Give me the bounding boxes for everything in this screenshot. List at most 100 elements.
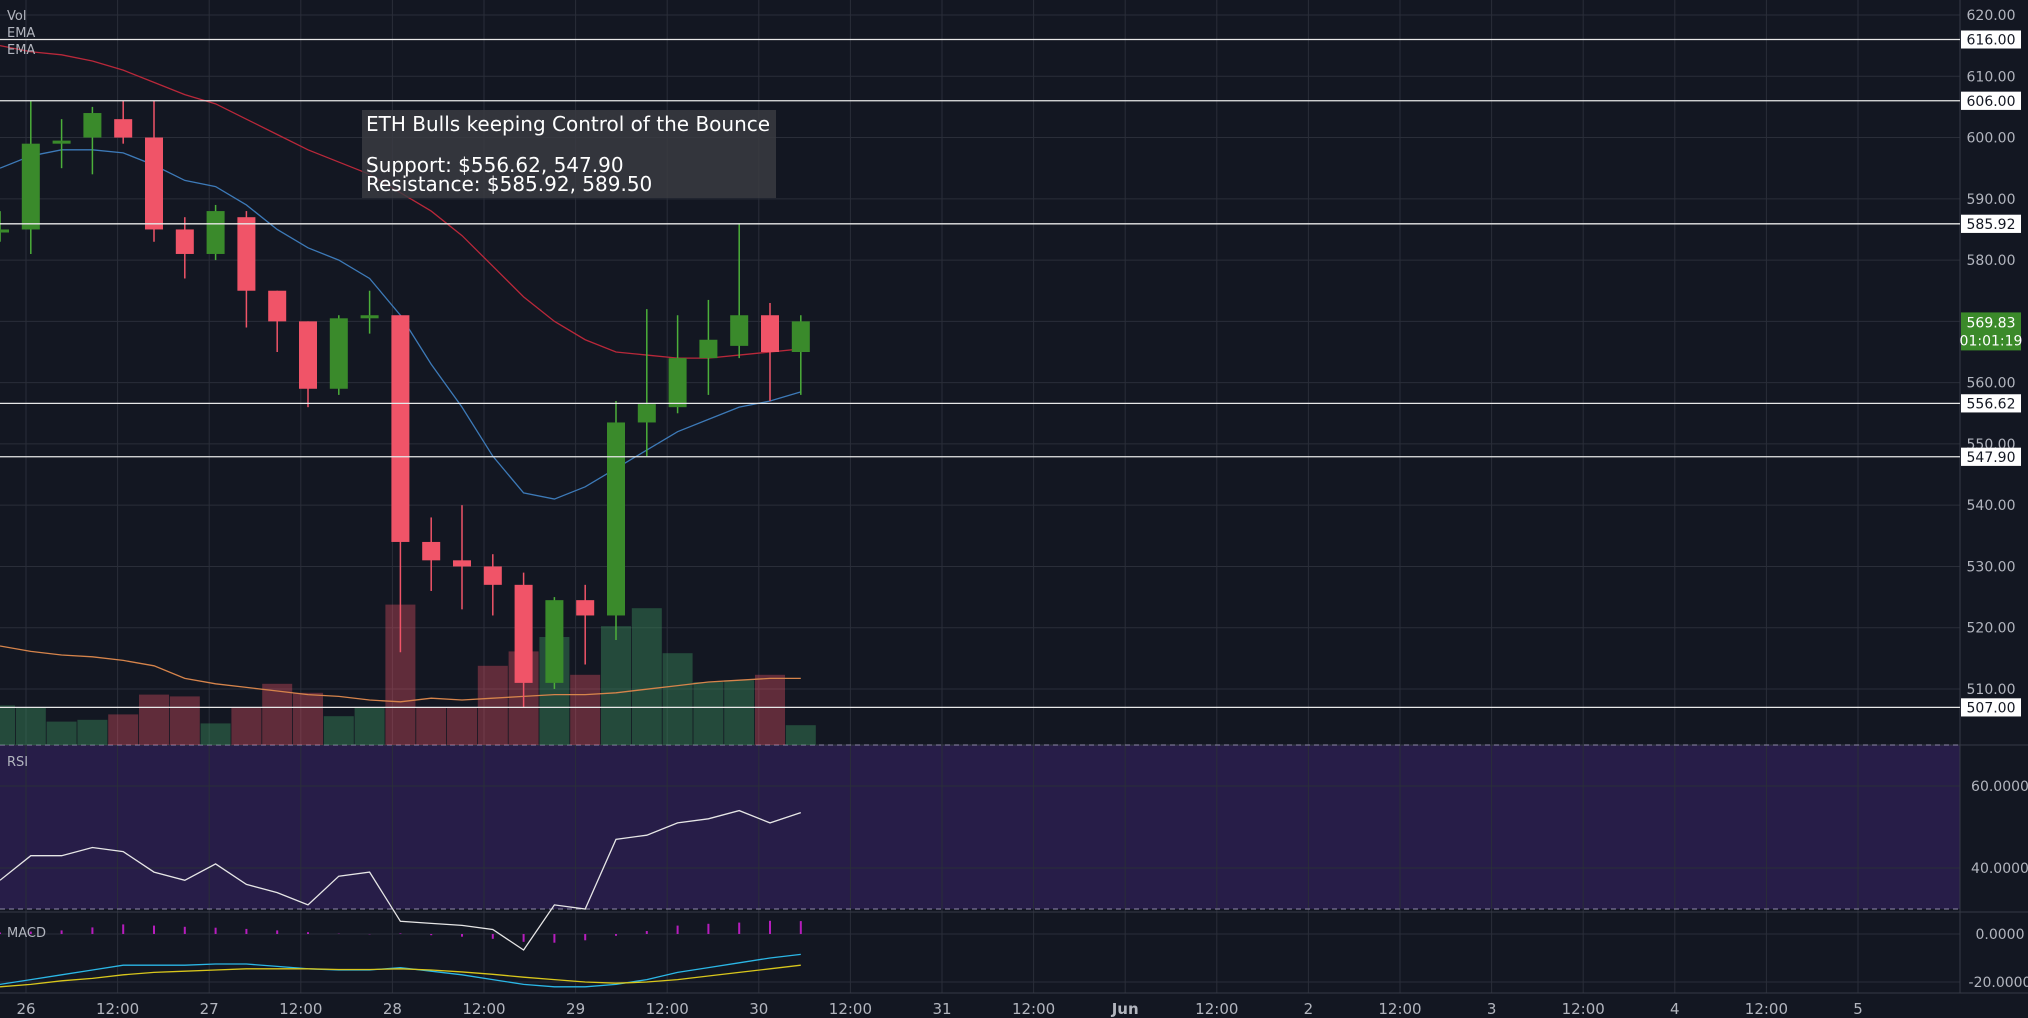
level-price-label: 606.00 [1967, 94, 2016, 110]
price-tick-label: 510.00 [1967, 682, 2016, 698]
price-tick-label: 620.00 [1967, 8, 2016, 24]
macd-histogram-bar [522, 934, 525, 942]
candle-body [175, 229, 194, 254]
time-tick-label: 12:00 [1195, 1000, 1238, 1018]
macd-signal-line [0, 964, 801, 988]
volume-bar [262, 683, 293, 745]
volume-bar [755, 674, 785, 745]
annotation-title: ETH Bulls keeping Control of the Bounce [366, 112, 771, 136]
annotation-resistance: Resistance: $585.92, 589.50 [366, 172, 653, 196]
last-price-value: 569.83 [1967, 315, 2016, 331]
volume-bar [139, 694, 169, 745]
time-tick-label: 5 [1853, 1000, 1863, 1018]
rsi-tick-label: 40.0000 [1971, 861, 2028, 877]
time-tick-label: 12:00 [96, 1000, 139, 1018]
time-tick-label: 30 [749, 1000, 768, 1018]
level-price-label: 585.92 [1967, 217, 2016, 233]
macd-histogram-bar [769, 920, 771, 934]
rsi-indicator-label: RSI [7, 755, 29, 770]
candle-body [453, 560, 471, 567]
volume-bar [108, 714, 139, 745]
macd-tick-label: 0.0000 [1976, 927, 2025, 943]
volume-bar [231, 707, 262, 745]
time-tick-label: 27 [200, 1000, 219, 1018]
volume-bar [200, 723, 231, 745]
level-price-label: 556.62 [1967, 396, 2016, 412]
candle-body [145, 137, 163, 230]
time-tick-label: 12:00 [462, 1000, 505, 1018]
candle-body [268, 290, 287, 322]
candle-body [730, 315, 749, 346]
candle-body [545, 600, 564, 683]
volume-bar [169, 696, 200, 745]
level-price-label-bg [1961, 447, 2021, 466]
last-price-badge [1961, 312, 2021, 351]
ema-indicator-label-2: EMA [7, 43, 36, 58]
volume-bar [323, 716, 354, 745]
volume-indicator-label: Vol [7, 9, 27, 24]
macd-histogram-bar [430, 934, 433, 936]
macd-histogram-bar [276, 930, 279, 934]
macd-histogram-bar [399, 933, 402, 934]
time-tick-label: 12:00 [279, 1000, 322, 1018]
level-price-label-bg [1961, 214, 2021, 233]
price-tick-label: 600.00 [1967, 131, 2016, 147]
macd-indicator-label: MACD [7, 926, 46, 941]
time-tick-label: 12:00 [1745, 1000, 1788, 1018]
candle-body [206, 211, 225, 254]
macd-histogram-bar [307, 932, 309, 934]
macd-histogram-bar [615, 934, 617, 936]
candle-body [791, 321, 810, 352]
rsi-band [0, 745, 1960, 909]
price-tick-label: 530.00 [1967, 559, 2016, 575]
time-tick-label: 26 [16, 1000, 35, 1018]
candle-body [83, 113, 102, 138]
time-tick-label: 31 [932, 1000, 951, 1018]
level-price-label: 616.00 [1967, 33, 2016, 49]
candle-body [422, 541, 441, 561]
volume-bar [46, 721, 77, 745]
candle-body [607, 422, 625, 616]
candle-body [483, 566, 502, 585]
macd-histogram-bar [645, 931, 648, 934]
time-tick-label: 28 [383, 1000, 402, 1018]
volume-bar [447, 707, 477, 745]
macd-histogram-bar [91, 927, 94, 934]
volume-bar [293, 692, 323, 745]
time-tick-label: 4 [1670, 1000, 1680, 1018]
price-tick-label: 590.00 [1967, 192, 2016, 208]
volume-bar [601, 626, 631, 745]
candle-body [668, 358, 687, 408]
level-price-label-bg [1961, 30, 2021, 49]
candle-body [21, 143, 40, 230]
candle-body [761, 315, 779, 352]
level-price-label-bg [1961, 394, 2021, 413]
macd-histogram-bar [60, 930, 63, 934]
candle-body [52, 140, 71, 144]
macd-histogram-bar [799, 921, 802, 934]
price-tick-label: 580.00 [1967, 253, 2016, 269]
macd-histogram-bar [461, 934, 463, 937]
rsi-tick-label: 60.0000 [1971, 779, 2028, 795]
price-tick-label: 520.00 [1967, 621, 2016, 637]
time-tick-label: 29 [566, 1000, 585, 1018]
macd-histogram-bar [245, 928, 248, 934]
candle-body [0, 229, 9, 233]
time-tick-label: 2 [1304, 1000, 1314, 1018]
level-price-label-bg [1961, 91, 2021, 110]
macd-histogram-bar [738, 922, 741, 934]
price-tick-label: 540.00 [1967, 498, 2016, 514]
time-tick-label: 12:00 [1562, 1000, 1605, 1018]
annotation-box[interactable]: ETH Bulls keeping Control of the Bounce … [362, 110, 776, 198]
level-price-label: 507.00 [1967, 700, 2016, 716]
volume-bar [724, 680, 755, 745]
macd-tick-label: -20.0000 [1969, 975, 2028, 991]
ema-indicator-label: EMA [7, 26, 36, 41]
candle-countdown: 01:01:19 [1960, 333, 2023, 349]
candle-body [299, 321, 317, 389]
volume-bar [354, 707, 385, 745]
volume-bar [477, 665, 508, 745]
volume-ma-line [0, 645, 801, 703]
time-tick-label: 12:00 [1378, 1000, 1421, 1018]
